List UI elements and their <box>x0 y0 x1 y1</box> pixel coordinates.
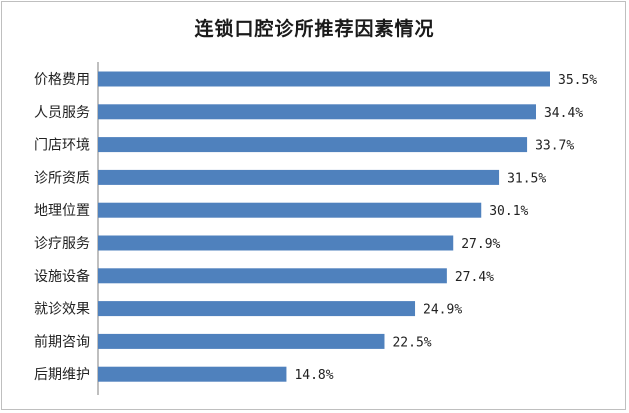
data-label-10: 14.8% <box>294 368 333 383</box>
bar-6 <box>98 235 454 251</box>
category-label-4: 诊所资质 <box>34 170 90 186</box>
data-label-6: 27.9% <box>461 237 500 252</box>
category-label-1: 价格费用 <box>34 72 90 88</box>
data-label-1: 35.5% <box>558 73 597 88</box>
bar-2 <box>98 104 536 120</box>
data-label-5: 30.1% <box>489 204 528 219</box>
bar-7 <box>98 268 447 284</box>
chart-title: 连锁口腔诊所推荐因素情况 <box>194 18 435 40</box>
bar-5 <box>98 202 482 218</box>
bar-3 <box>98 137 528 153</box>
category-label-5: 地理位置 <box>34 203 90 219</box>
bar-9 <box>98 333 385 349</box>
category-label-9: 前期咨询 <box>34 333 90 350</box>
bar-10 <box>98 366 287 382</box>
category-label-10: 后期维护 <box>34 367 90 383</box>
category-label-7: 设施设备 <box>34 268 90 285</box>
value-labels: 35.5% 34.4% 33.7% 31.5% 30.1% 27.9% 27.4% 24.9%… <box>294 73 597 383</box>
data-label-3: 33.7% <box>535 139 574 154</box>
category-label-6: 诊疗服务 <box>34 236 90 252</box>
bar-4 <box>98 169 500 185</box>
data-label-2: 34.4% <box>544 106 583 121</box>
data-label-9: 22.5% <box>392 335 431 350</box>
category-label-8: 就诊效果 <box>34 302 90 318</box>
bars-group <box>98 71 550 382</box>
data-label-7: 27.4% <box>455 270 494 285</box>
data-label-4: 31.5% <box>507 171 546 186</box>
category-label-2: 人员服务 <box>34 105 90 121</box>
bar-8 <box>98 301 416 317</box>
category-label-3: 门店环境 <box>34 138 90 154</box>
bar-1 <box>98 71 550 87</box>
data-label-8: 24.9% <box>423 303 462 318</box>
